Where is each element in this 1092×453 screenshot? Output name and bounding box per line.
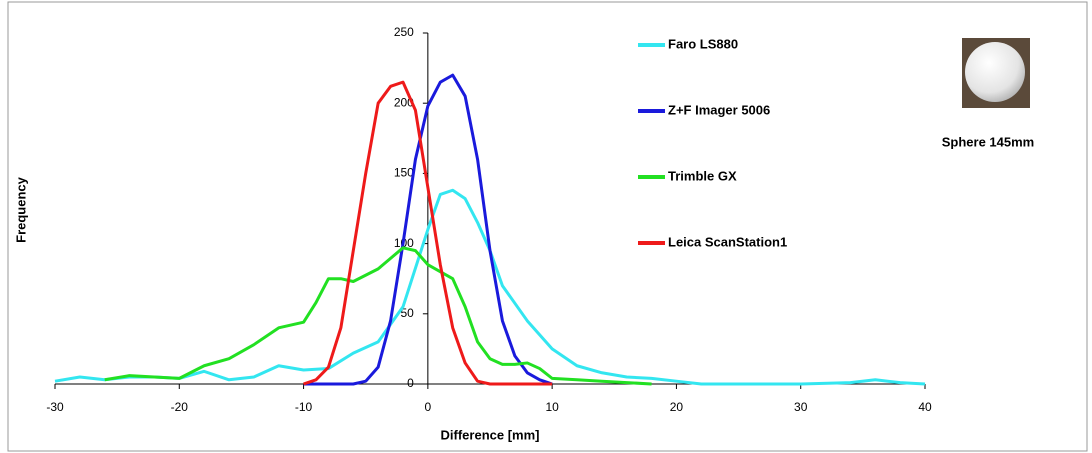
y-tick-label: 0 <box>407 376 414 390</box>
x-tick-label: 40 <box>918 400 932 414</box>
x-tick-label: 30 <box>794 400 808 414</box>
frame <box>7 1 1088 452</box>
x-tick-label: 20 <box>670 400 684 414</box>
series-line <box>54 188 926 386</box>
legend-label: Leica ScanStation1 <box>668 234 787 249</box>
y-tick-label: 50 <box>400 306 414 320</box>
legend-label: Z+F Imager 5006 <box>668 102 770 117</box>
y-tick-label: 150 <box>394 166 414 180</box>
legend-label: Trimble GX <box>668 168 737 183</box>
x-tick-label: 10 <box>545 400 559 414</box>
series-line <box>303 80 553 386</box>
x-axis-title: Difference [mm] <box>441 427 540 442</box>
x-tick-label: 0 <box>425 400 432 414</box>
sphere <box>965 42 1025 102</box>
x-tick-label: -30 <box>46 400 64 414</box>
y-tick-label: 250 <box>394 25 414 39</box>
series-line <box>303 73 553 386</box>
annotation: Sphere 145mm <box>942 134 1035 149</box>
x-tick-label: -20 <box>171 400 189 414</box>
legend-label: Faro LS880 <box>668 36 738 51</box>
x-tick-label: -10 <box>295 400 313 414</box>
y-axis-title: Frequency <box>13 176 28 243</box>
series-line <box>104 246 652 386</box>
